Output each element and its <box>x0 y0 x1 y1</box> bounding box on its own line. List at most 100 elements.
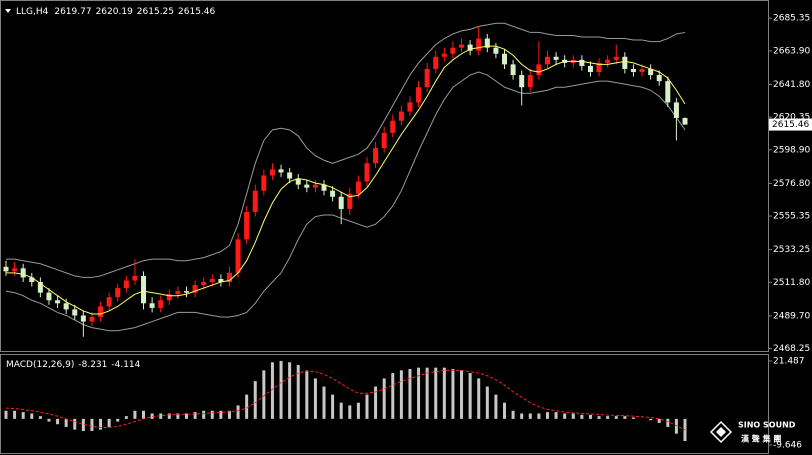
macd-bar <box>674 418 678 434</box>
macd-bar <box>253 381 257 419</box>
high-value: 2620.19 <box>96 7 133 17</box>
macd-bar <box>391 373 395 419</box>
macd-bar <box>460 370 464 419</box>
macd-bar <box>408 369 412 419</box>
macd-bar <box>90 418 94 431</box>
macd-plot <box>4 360 687 442</box>
macd-bar <box>56 418 60 425</box>
candle-body <box>330 190 336 197</box>
macd-bar <box>425 367 429 419</box>
candle-body <box>484 38 490 48</box>
macd-bar <box>167 413 171 419</box>
macd-bar <box>683 418 687 442</box>
candle-body <box>235 239 241 273</box>
candle-body <box>98 306 104 317</box>
y-tick-label: 2576.80 <box>773 179 810 189</box>
macd-bar <box>21 412 25 419</box>
candle-body <box>46 292 52 301</box>
macd-bar <box>142 410 146 419</box>
macd-bar <box>588 414 592 419</box>
candle-body <box>183 291 189 293</box>
candle-body <box>29 277 35 282</box>
candle-body <box>20 268 26 278</box>
candle-body <box>226 272 232 282</box>
candle-body <box>682 118 688 125</box>
candle-body <box>115 288 121 298</box>
watermark-logo: SINO SOUND 漢 聲 集 團 <box>709 421 796 444</box>
macd-bar <box>159 413 163 419</box>
candle-body <box>630 68 636 72</box>
macd-bar <box>649 418 653 421</box>
macd-bar <box>30 413 34 419</box>
macd-bar <box>193 412 197 419</box>
macd-bar <box>313 378 317 419</box>
candle-body <box>398 111 404 121</box>
candle-body <box>55 300 61 304</box>
candle-body <box>209 278 215 282</box>
moving-average <box>6 45 686 315</box>
candle-body <box>244 212 250 240</box>
macd-bar <box>666 418 670 427</box>
low-value: 2615.25 <box>137 7 174 17</box>
candle-body <box>166 294 172 301</box>
macd-bar <box>219 410 223 419</box>
macd-bar <box>150 413 154 419</box>
close-value: 2615.46 <box>178 7 215 17</box>
logo-core <box>716 427 726 437</box>
candle-body <box>579 59 585 66</box>
main-plot <box>3 22 688 337</box>
macd-bar <box>477 378 481 419</box>
y-tick-label: 2598.90 <box>773 145 810 155</box>
macd-bar <box>614 416 618 419</box>
macd-bar <box>296 364 300 419</box>
macd-bar <box>417 367 421 419</box>
y-tick-label: 2641.80 <box>773 80 810 90</box>
candle-body <box>312 184 318 188</box>
macd-bar <box>511 410 515 419</box>
macd-bar <box>107 418 111 427</box>
candle-body <box>149 303 155 308</box>
open-value: 2619.77 <box>54 7 91 17</box>
candle-body <box>72 309 78 316</box>
macd-bar <box>520 413 524 419</box>
candle-body <box>3 266 9 272</box>
watermark-subtitle: 漢 聲 集 團 <box>741 434 781 444</box>
y-tick-label: -9.646 <box>773 440 802 450</box>
candle-body <box>261 175 267 191</box>
macd-bar <box>279 360 283 419</box>
macd-bar <box>4 410 8 419</box>
candle-body <box>553 56 559 60</box>
macd-bar <box>124 416 128 419</box>
candle-body <box>373 148 379 164</box>
candle-body <box>536 64 542 76</box>
macd-bar <box>262 370 266 419</box>
macd-bar <box>434 367 438 419</box>
candle-body <box>269 169 275 176</box>
y-tick-label: 2511.80 <box>773 278 810 288</box>
candle-body <box>459 44 465 48</box>
macd-bar <box>322 386 326 419</box>
candle-body <box>433 56 439 69</box>
candle-body <box>295 178 301 185</box>
menu-arrow <box>5 9 11 13</box>
macd-bar <box>116 418 120 422</box>
candle-body <box>596 62 602 72</box>
macd-bar <box>13 410 17 419</box>
watermark-name: SINO SOUND <box>738 421 796 430</box>
macd-bar <box>399 370 403 419</box>
candle-body <box>416 87 422 103</box>
candle-body <box>287 172 293 179</box>
macd-bar <box>245 394 249 419</box>
macd-bar <box>554 412 558 419</box>
macd-bar <box>451 369 455 419</box>
y-tick-label: 2663.90 <box>773 46 810 56</box>
y-tick-label: 2620.35 <box>773 113 810 123</box>
macd-bar <box>623 416 627 419</box>
candle-body <box>673 102 679 119</box>
candle-body <box>587 65 593 72</box>
macd-bar <box>485 386 489 419</box>
candle-body <box>613 56 619 60</box>
candle-body <box>347 193 353 209</box>
candle-body <box>12 268 18 272</box>
macd-bar <box>176 413 180 419</box>
